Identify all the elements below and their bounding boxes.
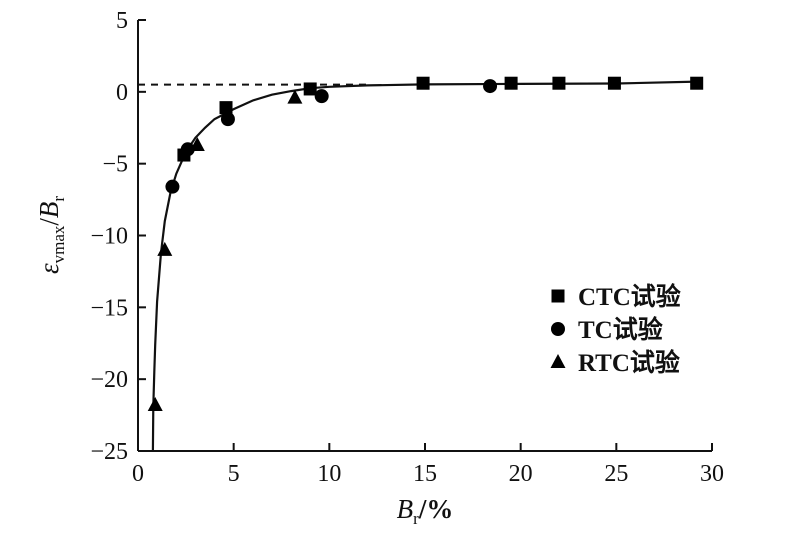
square-data-point (552, 76, 566, 90)
square-data-point (504, 76, 518, 90)
legend-triangle-marker (550, 354, 566, 368)
square-data-point (690, 76, 704, 90)
x-tick-label: 20 (509, 461, 533, 487)
triangle-data-point (157, 241, 173, 256)
axis-labels: Br/% εvmax/Br (34, 196, 453, 528)
circle-data-point (180, 142, 195, 157)
square-data-point (607, 76, 621, 90)
square-data-point (303, 82, 317, 96)
fit-curve-group (151, 80, 703, 452)
data-points (147, 76, 704, 412)
x-tick-label: 10 (317, 461, 341, 487)
x-tick-label: 30 (700, 461, 724, 487)
ticks: 0 5 10 15 20 25 30 5 0 −5 −10 −15 −20 −25 (90, 8, 724, 487)
circle-data-point (314, 89, 329, 104)
square-data-point (416, 76, 430, 90)
y-tick-label: 0 (116, 80, 128, 106)
legend-label: TC试验 (578, 315, 663, 344)
triangle-data-point (287, 89, 303, 104)
y-tick-label: −25 (90, 439, 128, 465)
y-tick-label: −10 (90, 224, 128, 250)
y-tick-label: −5 (102, 152, 128, 178)
x-tick-label: 5 (228, 461, 240, 487)
x-tick-label: 0 (132, 461, 144, 487)
y-axis-label: εvmax/Br (34, 196, 68, 274)
legend-label: CTC试验 (578, 282, 681, 311)
square-data-point (219, 101, 233, 115)
legend-circle-marker (551, 322, 565, 336)
x-tick-label: 25 (604, 461, 628, 487)
legend-square-marker (551, 289, 565, 303)
legend-label: RTC试验 (578, 348, 680, 377)
x-axis-label: Br/% (397, 494, 454, 528)
fit-curve (151, 80, 703, 452)
x-tick-label: 15 (413, 461, 437, 487)
y-tick-label: −15 (90, 295, 128, 321)
legend: CTC试验 TC试验 RTC试验 (550, 282, 681, 377)
y-tick-label: 5 (116, 8, 128, 34)
circle-data-point (220, 112, 235, 127)
y-tick-label: −20 (90, 367, 128, 393)
triangle-data-point (147, 397, 163, 412)
circle-data-point (165, 179, 180, 194)
circle-data-point (483, 79, 498, 94)
triangle-data-point (189, 136, 205, 151)
